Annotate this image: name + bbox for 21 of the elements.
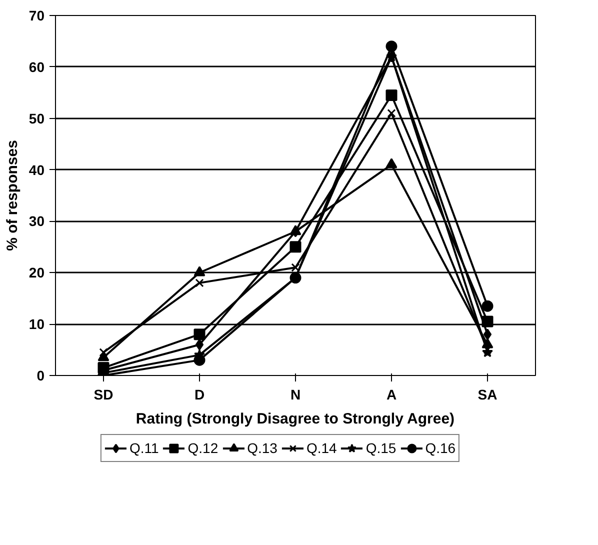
x-axis-title: Rating (Strongly Disagree to Strongly Agree) [136, 410, 455, 428]
legend-label: Q.16 [425, 440, 456, 456]
y-tick-label: 60 [28, 58, 45, 75]
y-tick-label: 30 [28, 213, 45, 230]
y-tick-label: 20 [28, 264, 45, 281]
legend-label: Q.13 [247, 440, 278, 456]
x-tick-label: A [386, 386, 397, 402]
y-tick-label: 50 [28, 110, 45, 126]
x-tick-label: N [290, 386, 301, 402]
x-tick-label: SA [478, 386, 498, 402]
y-tick-label: 40 [28, 162, 45, 178]
y-tick-label: 10 [28, 316, 45, 332]
legend-label: Q.15 [366, 440, 396, 456]
y-tick-label: 0 [36, 368, 45, 384]
y-tick-label: 70 [28, 8, 45, 24]
legend-label: Q.11 [129, 440, 159, 456]
legend-label: Q.12 [188, 440, 218, 456]
x-tick-label: SD [94, 386, 114, 402]
legend-label: Q.14 [306, 440, 337, 456]
y-axis-title: % of responses [4, 140, 21, 251]
x-tick-label: D [194, 386, 205, 402]
